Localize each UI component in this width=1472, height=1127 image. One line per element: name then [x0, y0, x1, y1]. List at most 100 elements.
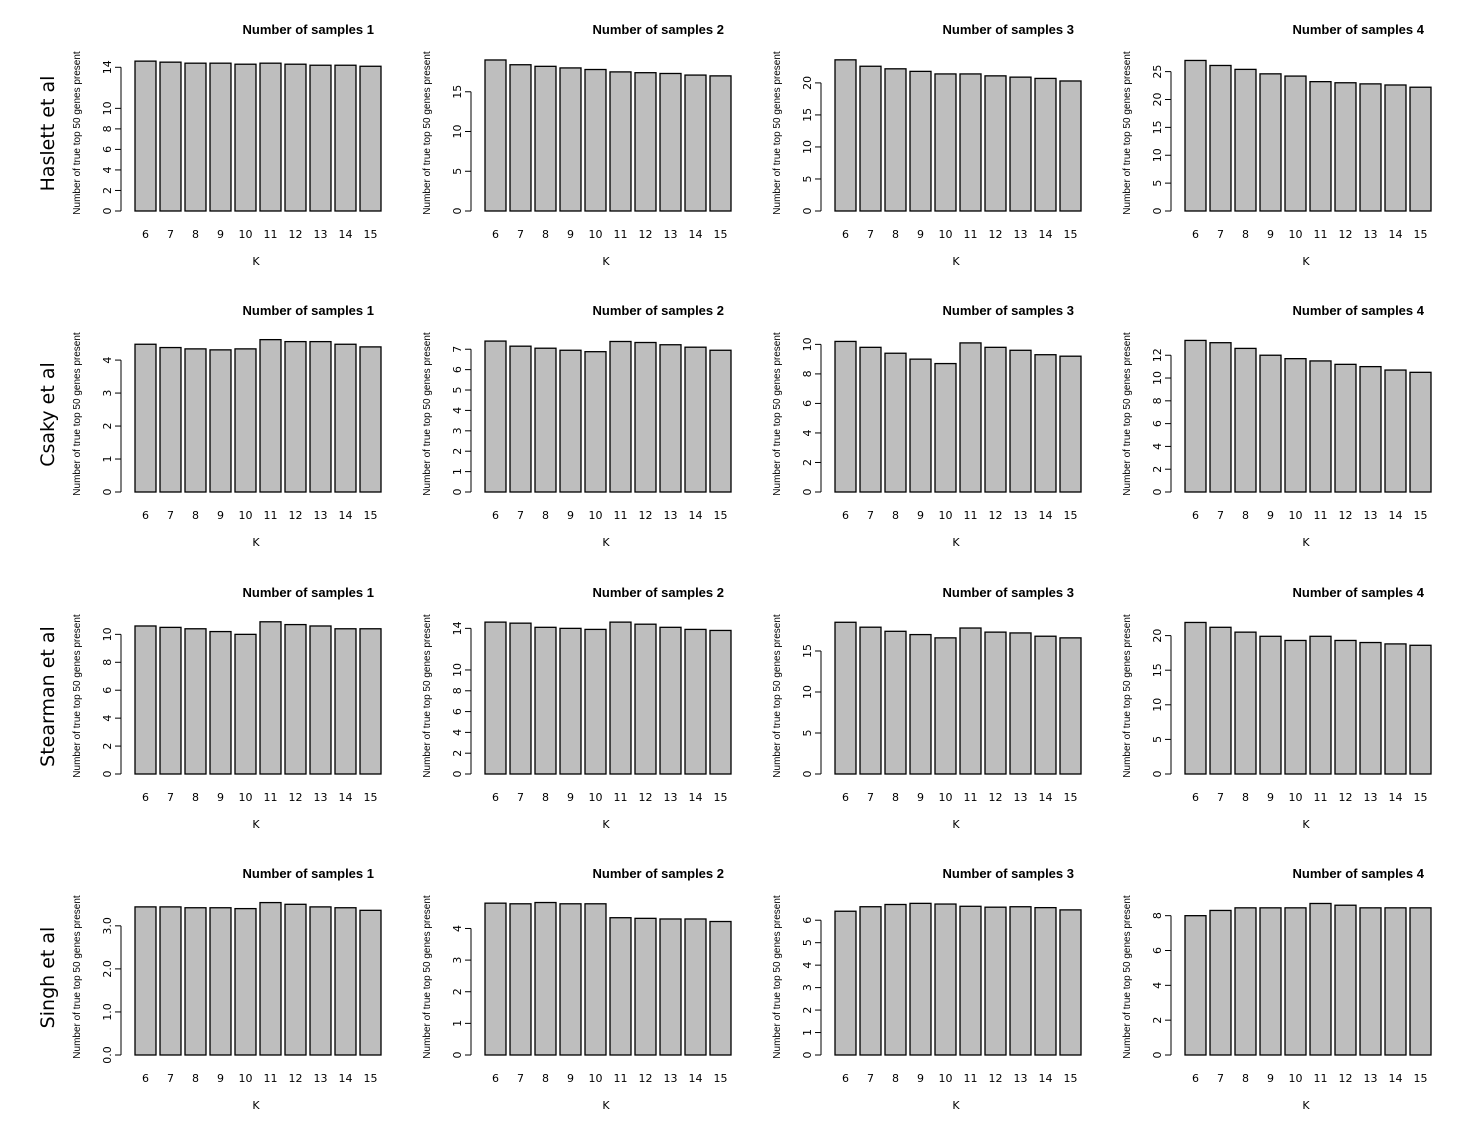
y-tick-label: 6 — [1151, 420, 1164, 427]
y-tick-label: 12 — [1151, 348, 1164, 362]
bar — [1034, 906, 1057, 1056]
y-tick-label: 2 — [801, 1007, 814, 1014]
y-axis-label: Number of true top 50 genes present — [422, 614, 433, 778]
y-tick-label: 4 — [1151, 443, 1164, 450]
x-tick-label: 14 — [689, 509, 703, 522]
bar — [684, 918, 707, 1056]
chart-panel: Number of samples 1 0 2 4 6 8 10 14 Number of tr… — [72, 22, 382, 268]
bar — [1259, 354, 1282, 493]
chart-panel: Number of samples 2 0 2 4 6 8 10 14 Number of tr… — [422, 585, 732, 831]
y-tick-label: 14 — [101, 60, 114, 74]
x-tick-label: 14 — [689, 228, 703, 241]
bar — [1209, 342, 1232, 493]
y-axis-label: Number of true top 50 genes present — [422, 51, 433, 215]
x-tick-label: 14 — [1039, 509, 1053, 522]
bar — [1259, 73, 1282, 212]
y-tick-label: 3 — [801, 984, 814, 991]
y-axis-label: Number of true top 50 genes present — [772, 51, 783, 215]
x-tick-label: 13 — [1364, 791, 1378, 804]
x-tick-label: 12 — [289, 791, 303, 804]
x-tick-label: 6 — [842, 228, 849, 241]
bar — [234, 348, 257, 493]
bar — [634, 341, 657, 493]
bar — [209, 349, 232, 493]
x-tick-label: 11 — [964, 509, 978, 522]
bar — [584, 351, 607, 493]
y-axis-label: Number of true top 50 genes present — [72, 895, 83, 1059]
x-axis-label: K — [252, 536, 260, 549]
bar — [559, 627, 582, 775]
bar — [159, 61, 182, 212]
x-tick-label: 9 — [917, 1072, 924, 1085]
x-tick-label: 14 — [1039, 228, 1053, 241]
chart-title: Number of samples 2 — [593, 22, 725, 37]
y-tick-label: 8 — [1151, 912, 1164, 919]
bar — [859, 626, 882, 775]
x-tick-label: 10 — [239, 1072, 253, 1085]
bar — [284, 340, 307, 493]
y-axis-label: Number of true top 50 genes present — [1122, 895, 1133, 1059]
x-tick-label: 9 — [1267, 228, 1274, 241]
bar — [1234, 907, 1257, 1056]
bar — [934, 903, 957, 1056]
y-tick-label: 4 — [1151, 982, 1164, 989]
y-tick-label: 5 — [451, 387, 464, 394]
y-tick-label: 20 — [801, 76, 814, 90]
bar — [659, 918, 682, 1056]
bar — [1059, 80, 1082, 212]
x-tick-label: 10 — [1289, 509, 1303, 522]
bar — [359, 346, 382, 493]
bar — [484, 59, 507, 212]
x-tick-label: 8 — [1242, 1072, 1249, 1085]
x-tick-label: 15 — [364, 228, 378, 241]
y-tick-label: 6 — [451, 366, 464, 373]
bar — [659, 72, 682, 212]
y-tick-label: 15 — [801, 108, 814, 122]
bar — [559, 903, 582, 1056]
x-tick-label: 14 — [1039, 1072, 1053, 1085]
y-tick-label: 10 — [451, 125, 464, 139]
y-tick-label: 0 — [101, 771, 114, 778]
y-tick-label: 10 — [801, 337, 814, 351]
bar — [1359, 641, 1382, 775]
bar — [684, 346, 707, 493]
x-axis-label: K — [1302, 255, 1310, 268]
bar — [634, 623, 657, 775]
bar — [359, 628, 382, 775]
x-tick-label: 14 — [1389, 1072, 1403, 1085]
bar — [934, 362, 957, 493]
bar — [1309, 902, 1332, 1056]
bar — [1009, 906, 1032, 1056]
bar — [609, 71, 632, 212]
bar — [309, 340, 332, 493]
bar — [1284, 75, 1307, 212]
bar — [1009, 76, 1032, 212]
x-axis-label: K — [252, 818, 260, 831]
y-tick-label: 2 — [101, 187, 114, 194]
y-tick-label: 8 — [451, 687, 464, 694]
bar — [284, 623, 307, 775]
bar — [1184, 621, 1207, 775]
bar — [209, 630, 232, 775]
y-tick-label: 0 — [451, 771, 464, 778]
bar — [984, 346, 1007, 493]
x-tick-label: 15 — [364, 791, 378, 804]
bar — [509, 903, 532, 1056]
x-tick-label: 6 — [142, 228, 149, 241]
bar — [584, 628, 607, 775]
x-tick-label: 13 — [314, 509, 328, 522]
y-tick-label: 0 — [1151, 208, 1164, 215]
x-tick-label: 9 — [1267, 791, 1274, 804]
y-tick-label: 5 — [801, 939, 814, 946]
x-tick-label: 6 — [842, 509, 849, 522]
y-tick-label: 2 — [1151, 466, 1164, 473]
bar — [334, 64, 357, 212]
bar — [884, 352, 907, 493]
x-tick-label: 15 — [714, 228, 728, 241]
bar — [1009, 632, 1032, 775]
x-tick-label: 12 — [639, 228, 653, 241]
y-tick-label: 15 — [1151, 663, 1164, 677]
x-tick-label: 13 — [1014, 791, 1028, 804]
x-tick-label: 12 — [989, 1072, 1003, 1085]
